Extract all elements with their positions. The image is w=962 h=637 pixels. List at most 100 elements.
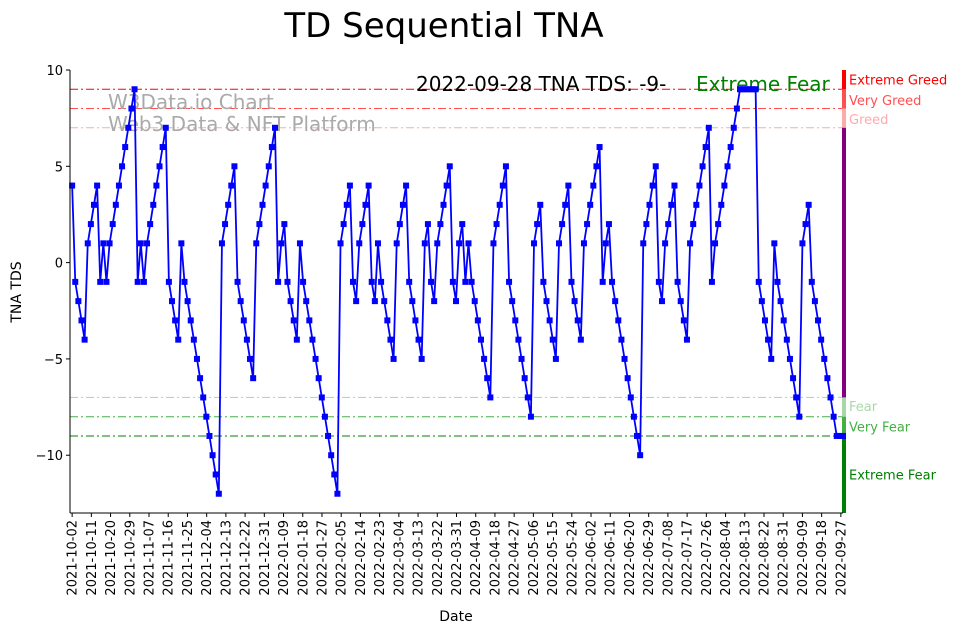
data-point [621, 355, 628, 362]
data-point [815, 317, 822, 324]
zone-segment [842, 435, 846, 513]
zone-label: Extreme Fear [849, 468, 937, 483]
data-point [378, 278, 385, 285]
data-point [565, 182, 572, 189]
data-point [484, 375, 491, 382]
data-point [122, 144, 129, 151]
x-tick-label: 2021-11-07 [143, 520, 158, 596]
data-point [699, 163, 706, 170]
data-point [724, 163, 731, 170]
data-point [665, 221, 672, 228]
data-point [718, 201, 725, 208]
data-point [390, 355, 397, 362]
data-point [518, 355, 525, 362]
zone-label: Very Fear [849, 420, 911, 435]
zone-segment [842, 70, 846, 90]
data-point [343, 201, 350, 208]
data-point [325, 432, 332, 439]
data-point [562, 201, 569, 208]
x-tick-label: 2021-12-31 [258, 520, 273, 596]
data-point [140, 278, 147, 285]
data-point [271, 124, 278, 131]
x-tick-label: 2022-07-26 [700, 520, 715, 596]
data-point [524, 394, 531, 401]
data-point [768, 355, 775, 362]
data-point [521, 375, 528, 382]
data-point [237, 298, 244, 305]
data-point [387, 336, 394, 343]
data-point [649, 182, 656, 189]
data-point [680, 317, 687, 324]
data-point [415, 336, 422, 343]
y-tick-label: −10 [36, 449, 63, 464]
x-tick-label: 2021-10-02 [66, 520, 81, 596]
data-point [577, 336, 584, 343]
data-point [802, 221, 809, 228]
data-point [618, 336, 625, 343]
data-point [605, 221, 612, 228]
data-point [546, 317, 553, 324]
data-point [293, 336, 300, 343]
data-point [356, 240, 363, 247]
data-point [761, 317, 768, 324]
x-tick-label: 2022-05-15 [546, 520, 561, 596]
data-point [303, 298, 310, 305]
x-tick-label: 2022-08-04 [719, 520, 734, 596]
data-point [443, 182, 450, 189]
data-point [490, 240, 497, 247]
data-point [203, 413, 210, 420]
data-point [799, 240, 806, 247]
x-tick-label: 2021-11-16 [162, 520, 177, 596]
data-point [206, 432, 213, 439]
data-point [368, 278, 375, 285]
data-point [84, 240, 91, 247]
data-point [290, 317, 297, 324]
data-point [811, 298, 818, 305]
data-point [234, 278, 241, 285]
y-tick-label: 10 [46, 64, 63, 79]
data-point [350, 278, 357, 285]
data-point [278, 240, 285, 247]
data-point [309, 336, 316, 343]
x-tick-label: 2022-05-24 [565, 520, 580, 596]
x-tick-label: 2022-01-18 [296, 520, 311, 596]
data-point [190, 336, 197, 343]
data-point [284, 278, 291, 285]
x-tick-label: 2022-04-18 [488, 520, 503, 596]
data-point [381, 298, 388, 305]
data-point [793, 394, 800, 401]
data-point [318, 394, 325, 401]
data-point [256, 221, 263, 228]
data-point [193, 355, 200, 362]
data-point [228, 182, 235, 189]
data-point [749, 86, 756, 93]
data-point [643, 221, 650, 228]
x-tick-label: 2022-02-23 [373, 520, 388, 596]
data-point [721, 182, 728, 189]
data-point [827, 394, 834, 401]
data-point [786, 355, 793, 362]
data-point [574, 317, 581, 324]
data-point [128, 105, 135, 112]
data-point [512, 317, 519, 324]
data-point [362, 201, 369, 208]
data-point [165, 278, 172, 285]
zone-segment [842, 397, 846, 417]
x-tick-label: 2022-03-04 [392, 520, 407, 596]
data-point [593, 163, 600, 170]
x-tick-label: 2021-12-13 [219, 520, 234, 596]
data-point [218, 240, 225, 247]
data-point [103, 278, 110, 285]
x-tick-label: 2022-04-09 [469, 520, 484, 596]
data-point [300, 278, 307, 285]
data-point [534, 221, 541, 228]
data-point [328, 452, 335, 459]
data-point [78, 317, 85, 324]
y-tick-label: −5 [44, 353, 63, 368]
data-point [456, 240, 463, 247]
data-point [743, 86, 750, 93]
data-point [499, 182, 506, 189]
reference-lines [70, 88, 843, 437]
data-point [540, 278, 547, 285]
